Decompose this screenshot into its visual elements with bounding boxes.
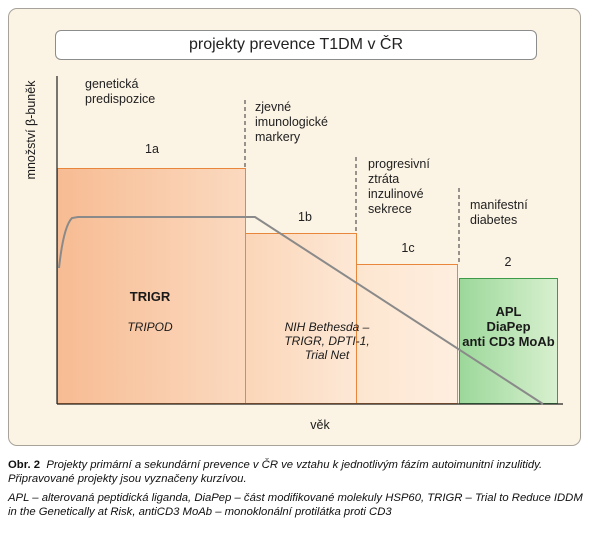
project-tripod: TRIPOD <box>127 320 173 334</box>
caption-label: Obr. 2 <box>8 459 41 471</box>
project-trigr: TRIGR <box>129 289 171 304</box>
caption-text: Projekty primární a sekundární prevence … <box>8 459 543 485</box>
stage-label-manifest: manifestní diabetes <box>470 198 528 227</box>
figure-caption: Obr. 2 Projekty primární a sekundární pr… <box>8 458 586 524</box>
stage-label-genetic: genetická predispozice <box>85 77 156 106</box>
beta-cell-curve <box>58 216 544 405</box>
y-axis-label: množství β-buněk <box>24 80 38 180</box>
stage-label-markers: zjevné imunologické markery <box>255 100 328 144</box>
stage-label-progressive: progresivní ztráta inzulinové sekrece <box>368 157 430 216</box>
block-1a-id: 1a <box>145 142 159 156</box>
x-axis-label: věk <box>310 418 330 432</box>
diagram-title: projekty prevence T1DM v ČR <box>55 30 537 60</box>
block-2-id: 2 <box>504 255 512 269</box>
block-2 <box>459 278 558 404</box>
projects-2: APL DiaPep anti CD3 MoAb <box>462 304 555 349</box>
caption-abbreviations: APL – alterovaná peptidická liganda, Dia… <box>8 492 583 518</box>
projects-1b: NIH Bethesda – TRIGR, DPTI-1, Trial Net <box>284 320 370 362</box>
block-1b-id: 1b <box>298 210 312 224</box>
block-1c-id: 1c <box>401 241 415 255</box>
